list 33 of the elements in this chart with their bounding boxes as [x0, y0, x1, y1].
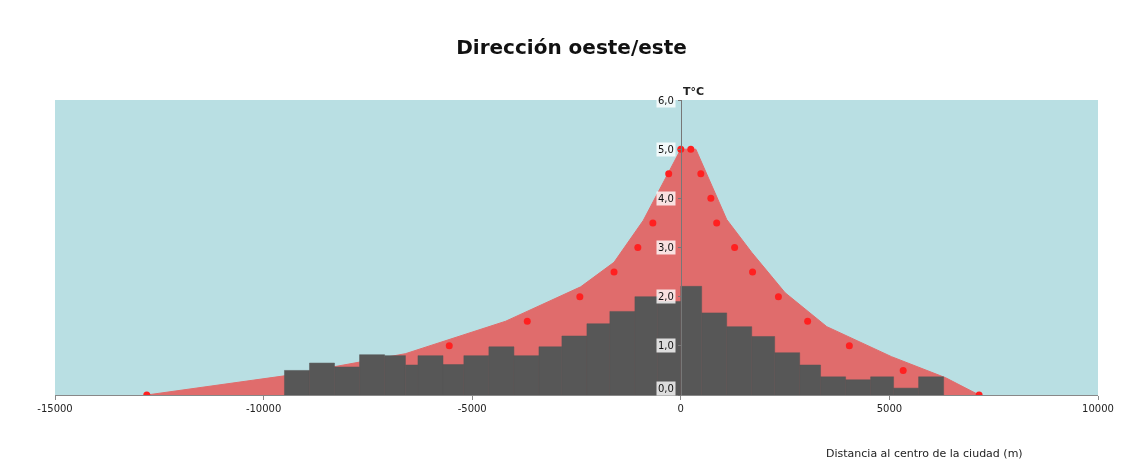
point: [523, 317, 531, 325]
x-tick-label: -10000: [245, 403, 282, 414]
y-tick-label: 2,0: [658, 291, 674, 302]
y-axis-title: T°C: [683, 85, 705, 98]
point: [445, 342, 453, 350]
point: [649, 219, 657, 227]
point: [731, 244, 739, 251]
y-tick-label: 5,0: [658, 144, 674, 155]
point: [665, 170, 673, 178]
y-tick-label: 0,0: [658, 383, 674, 394]
x-tick-label: 10000: [1082, 403, 1114, 414]
point: [845, 342, 853, 350]
point: [687, 145, 695, 153]
y-tick-label: 4,0: [658, 193, 674, 204]
point: [804, 317, 812, 325]
point: [899, 366, 907, 374]
x-axis-title: Distancia al centro de la ciudad (m): [826, 447, 1023, 460]
point: [610, 268, 618, 276]
point: [697, 170, 705, 178]
x-tick-label: -15000: [37, 403, 73, 414]
point: [634, 244, 642, 251]
chart-title: Dirección oeste/este: [456, 34, 687, 59]
x-tick-label: 5000: [876, 403, 903, 414]
y-tick-label: 1,0: [658, 340, 674, 351]
x-tick-label: -5000: [457, 403, 487, 414]
y-tick-label: 6,0: [658, 95, 674, 106]
x-tick-label: 0: [677, 403, 684, 414]
point: [713, 219, 721, 227]
point: [707, 194, 715, 202]
point: [749, 268, 757, 276]
point: [576, 293, 584, 301]
point: [774, 293, 782, 301]
y-tick-label: 3,0: [658, 242, 674, 253]
